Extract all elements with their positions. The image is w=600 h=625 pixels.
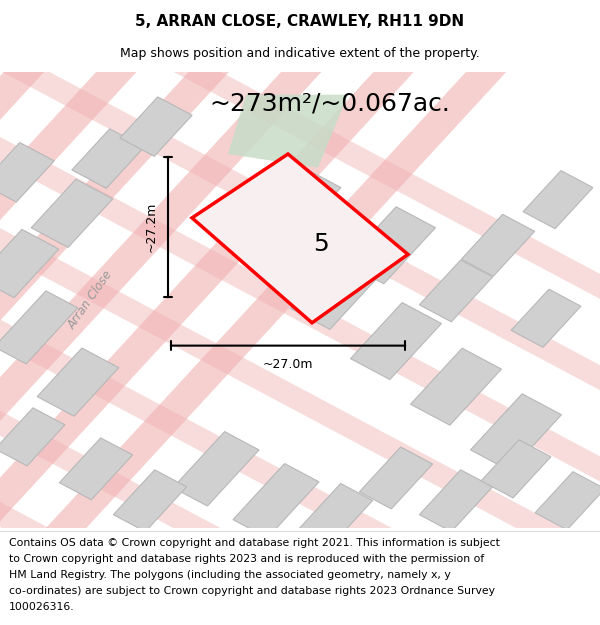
Polygon shape bbox=[0, 109, 600, 571]
Polygon shape bbox=[481, 440, 551, 498]
Polygon shape bbox=[113, 470, 187, 532]
Polygon shape bbox=[72, 129, 144, 188]
Polygon shape bbox=[359, 447, 433, 509]
Polygon shape bbox=[299, 484, 373, 546]
Polygon shape bbox=[0, 0, 600, 388]
Polygon shape bbox=[344, 207, 436, 284]
Polygon shape bbox=[233, 464, 319, 538]
Polygon shape bbox=[0, 474, 600, 625]
Text: ~27.0m: ~27.0m bbox=[263, 358, 313, 371]
Polygon shape bbox=[0, 0, 539, 70]
Polygon shape bbox=[419, 470, 493, 532]
Text: co-ordinates) are subject to Crown copyright and database rights 2023 Ordnance S: co-ordinates) are subject to Crown copyr… bbox=[9, 586, 495, 596]
Polygon shape bbox=[0, 22, 539, 625]
Polygon shape bbox=[0, 291, 78, 364]
Polygon shape bbox=[0, 0, 539, 371]
Text: to Crown copyright and database rights 2023 and is reproduced with the permissio: to Crown copyright and database rights 2… bbox=[9, 554, 484, 564]
Polygon shape bbox=[0, 408, 65, 466]
Text: 5, ARRAN CLOSE, CRAWLEY, RH11 9DN: 5, ARRAN CLOSE, CRAWLEY, RH11 9DN bbox=[136, 14, 464, 29]
Polygon shape bbox=[419, 260, 493, 322]
Polygon shape bbox=[535, 472, 600, 530]
Text: ~273m²/~0.067ac.: ~273m²/~0.067ac. bbox=[209, 92, 451, 116]
Polygon shape bbox=[290, 253, 382, 329]
Polygon shape bbox=[192, 154, 408, 322]
Polygon shape bbox=[0, 142, 54, 202]
Polygon shape bbox=[0, 0, 539, 572]
Polygon shape bbox=[461, 214, 535, 276]
Polygon shape bbox=[511, 289, 581, 348]
Polygon shape bbox=[271, 171, 341, 229]
Polygon shape bbox=[0, 0, 539, 271]
Text: HM Land Registry. The polygons (including the associated geometry, namely x, y: HM Land Registry. The polygons (includin… bbox=[9, 570, 451, 580]
Text: Contains OS data © Crown copyright and database right 2021. This information is : Contains OS data © Crown copyright and d… bbox=[9, 538, 500, 548]
Polygon shape bbox=[0, 201, 600, 625]
Polygon shape bbox=[173, 432, 259, 506]
Polygon shape bbox=[0, 566, 600, 625]
Polygon shape bbox=[59, 438, 133, 500]
Polygon shape bbox=[120, 97, 192, 156]
Polygon shape bbox=[0, 0, 539, 171]
Polygon shape bbox=[228, 94, 348, 168]
Text: 100026316.: 100026316. bbox=[9, 602, 74, 612]
Polygon shape bbox=[37, 348, 119, 416]
Text: 5: 5 bbox=[313, 232, 329, 256]
Polygon shape bbox=[0, 383, 600, 625]
Polygon shape bbox=[0, 18, 600, 479]
Polygon shape bbox=[470, 394, 562, 471]
Polygon shape bbox=[0, 229, 59, 298]
Polygon shape bbox=[31, 179, 113, 248]
Text: ~27.2m: ~27.2m bbox=[144, 202, 157, 252]
Polygon shape bbox=[523, 171, 593, 229]
Polygon shape bbox=[410, 348, 502, 425]
Text: Map shows position and indicative extent of the property.: Map shows position and indicative extent… bbox=[120, 48, 480, 61]
Polygon shape bbox=[0, 0, 539, 471]
Polygon shape bbox=[0, 292, 600, 625]
Polygon shape bbox=[350, 302, 442, 379]
Text: Arran Close: Arran Close bbox=[65, 268, 115, 332]
